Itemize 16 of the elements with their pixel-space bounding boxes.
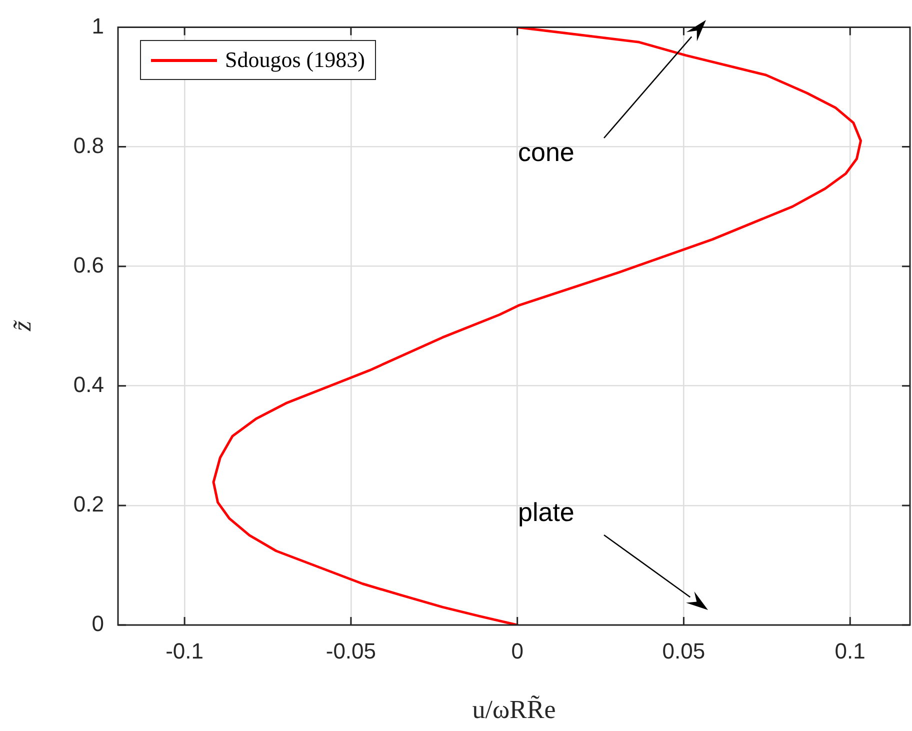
y-tick-label: 0.4 [73,372,104,397]
y-tick-label: 0.8 [73,132,104,158]
y-tick-label: 0.2 [73,492,104,517]
annotation: plate [518,497,574,527]
y-tick-label: 1 [92,13,104,38]
x-tick-label: 0 [511,638,524,664]
annotation: cone [518,137,574,167]
y-tick-label: 0.6 [73,252,104,278]
x-axis-title: u/ωRR̃e [472,695,556,724]
x-tick-label: -0.1 [166,638,204,664]
y-axis-title: z̃ [7,319,36,332]
y-tick-label: 0 [92,611,104,636]
x-tick-label: 0.05 [662,638,706,664]
x-tick-label: 0.1 [834,638,866,664]
legend-label: Sdougos (1983) [225,47,365,73]
x-tick-label: -0.05 [326,638,376,664]
